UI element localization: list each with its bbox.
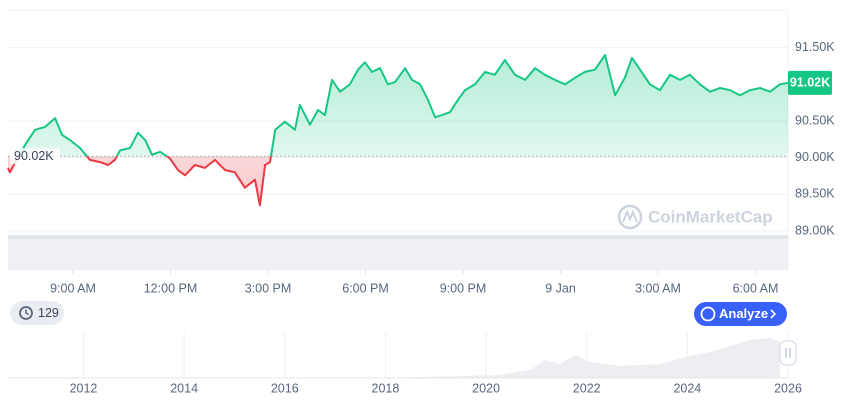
watermark-text: CoinMarketCap	[648, 207, 773, 226]
overview-area	[8, 338, 780, 378]
history-icon	[19, 306, 33, 320]
area-above	[18, 55, 788, 157]
y-tick-label: 91.50K	[795, 40, 835, 54]
history-pill[interactable]: 129	[10, 301, 64, 325]
overview-tick-label: 2018	[372, 381, 400, 395]
analyze-chevron	[770, 309, 777, 319]
x-tick-label: 6:00 AM	[733, 281, 779, 295]
volume-strip-top	[8, 235, 788, 239]
price-line-above	[17, 54, 789, 157]
watermark: CoinMarketCap	[617, 204, 773, 230]
overview-handle[interactable]	[779, 340, 797, 366]
watermark-logo	[617, 204, 643, 230]
overview-handle-bg[interactable]	[779, 340, 797, 366]
x-tick-label: 9:00 PM	[440, 281, 487, 295]
overview-tick-label: 2016	[271, 381, 299, 395]
baseline-label-text: 90.02K	[14, 149, 54, 163]
overview-tick-label: 2024	[673, 381, 701, 395]
overview-tick-label: 2026	[774, 381, 802, 395]
x-tick-label: 9 Jan	[545, 281, 576, 295]
overview-tick-label: 2012	[70, 381, 98, 395]
overview-tick-label: 2022	[573, 381, 601, 395]
baseline-label: 90.02K	[10, 148, 60, 165]
x-tick-label: 6:00 PM	[342, 281, 389, 295]
analyze-button-bg[interactable]	[694, 302, 787, 326]
y-tick-label: 89.50K	[795, 187, 835, 201]
y-tick-label: 89.00K	[795, 223, 835, 237]
watermark-logo-mark	[622, 209, 638, 223]
volume-strip	[8, 235, 788, 270]
x-tick-label: 12:00 PM	[144, 281, 198, 295]
last-price-badge	[788, 70, 832, 95]
overview-tick-label: 2014	[170, 381, 198, 395]
y-tick-label: 90.00K	[795, 150, 835, 164]
history-count: 129	[38, 306, 59, 320]
baseline-label-bg	[10, 148, 60, 165]
analyze-icon	[700, 306, 716, 322]
y-tick-label: 90.50K	[795, 113, 835, 127]
analyze-button[interactable]: Analyze	[694, 302, 787, 326]
history-icon-hand	[25, 309, 29, 316]
last-price-text: 91.02K	[790, 76, 830, 90]
analyze-label: Analyze	[719, 306, 768, 321]
x-tick-label: 3:00 PM	[245, 281, 292, 295]
x-tick-label: 9:00 AM	[50, 281, 96, 295]
x-tick-label: 3:00 AM	[635, 281, 681, 295]
overview-tick-label: 2020	[472, 381, 500, 395]
